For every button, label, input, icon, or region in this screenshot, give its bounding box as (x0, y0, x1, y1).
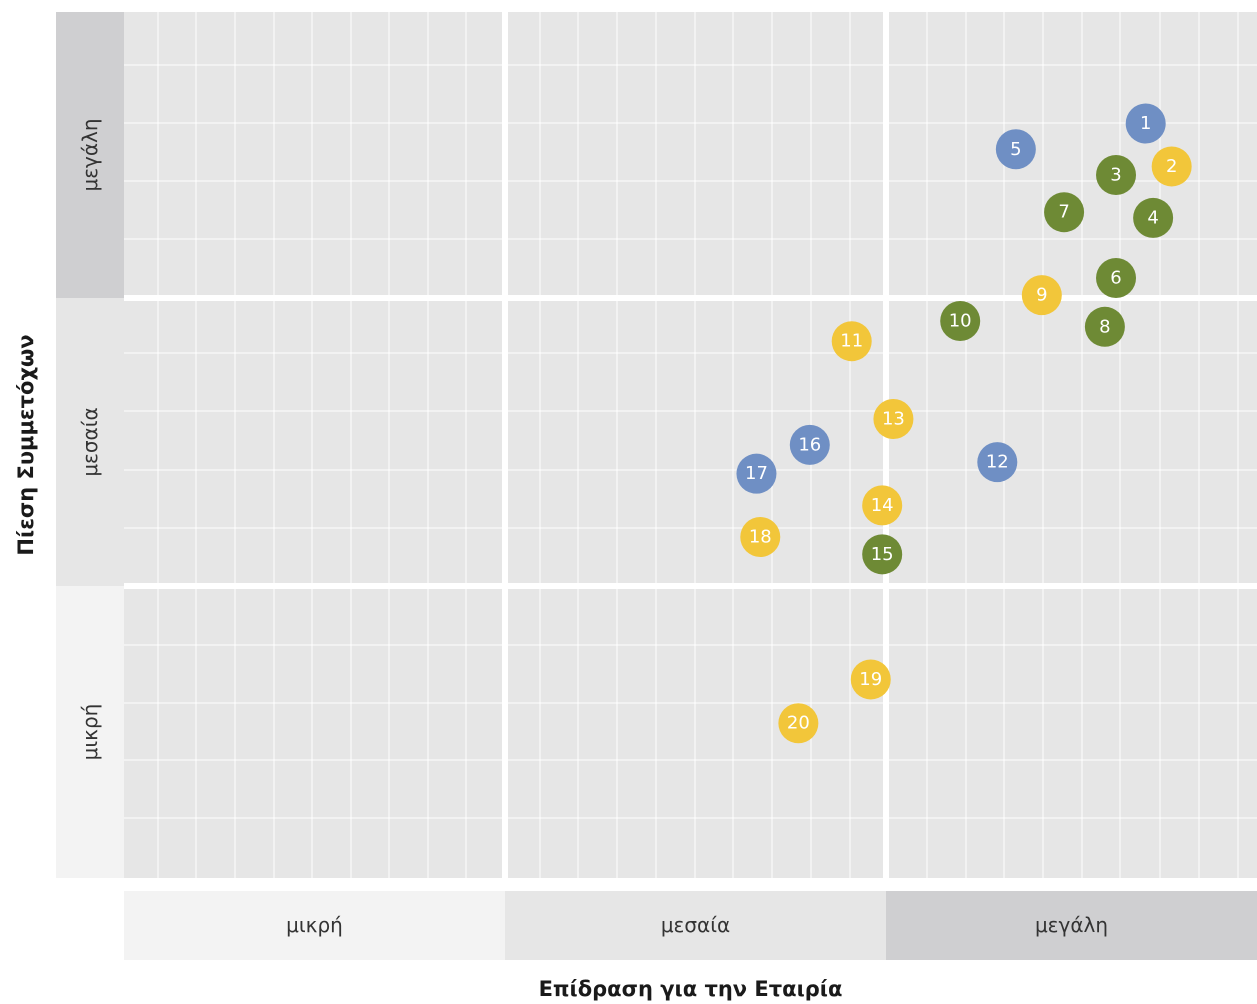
data-point-label: 18 (749, 527, 772, 548)
y-band-label-1: μικρή (78, 704, 102, 761)
x-band-label-3: μεγάλη (1035, 913, 1108, 937)
data-point-marker (1096, 257, 1137, 298)
data-point-label: 8 (1099, 316, 1110, 337)
data-point-label: 3 (1110, 165, 1121, 186)
band-labels: μικρή μεσαία μεγάλη μικρή μεσαία μεγάλη (78, 118, 1108, 937)
data-point-14: 14 (862, 485, 903, 526)
data-point-12: 12 (977, 442, 1018, 483)
plot-background (124, 12, 1257, 878)
data-point-marker (1096, 155, 1137, 196)
data-point-1: 1 (1125, 103, 1166, 144)
data-point-marker (789, 424, 830, 465)
y-band-3 (56, 12, 124, 298)
data-point-9: 9 (1021, 275, 1062, 316)
data-point-label: 13 (882, 408, 905, 429)
data-point-marker (940, 301, 981, 342)
data-point-label: 9 (1036, 285, 1047, 306)
data-point-marker (873, 398, 914, 439)
grid-lines (124, 12, 1257, 878)
data-point-marker (1151, 146, 1192, 187)
data-point-16: 16 (789, 424, 830, 465)
data-point-marker (1133, 197, 1174, 238)
data-point-17: 17 (736, 453, 777, 494)
y-band-1 (56, 586, 124, 878)
data-point-marker (1125, 103, 1166, 144)
data-point-5: 5 (995, 129, 1036, 170)
data-point-label: 7 (1058, 202, 1069, 223)
data-point-18: 18 (740, 517, 781, 558)
data-point-label: 4 (1147, 207, 1158, 228)
data-point-marker (736, 453, 777, 494)
data-point-7: 7 (1044, 192, 1085, 233)
data-point-2: 2 (1151, 146, 1192, 187)
quadrant-dividers (124, 12, 1257, 878)
data-point-marker (1021, 275, 1062, 316)
data-point-label: 10 (949, 311, 972, 332)
data-point-label: 1 (1140, 113, 1151, 134)
data-point-13: 13 (873, 398, 914, 439)
data-point-label: 12 (986, 452, 1009, 473)
data-point-marker (995, 129, 1036, 170)
data-point-20: 20 (778, 703, 819, 744)
data-point-marker (862, 485, 903, 526)
data-point-19: 19 (850, 659, 891, 700)
data-point-label: 5 (1010, 139, 1021, 160)
data-point-label: 2 (1166, 156, 1177, 177)
data-point-label: 16 (798, 434, 821, 455)
data-point-10: 10 (940, 301, 981, 342)
data-point-marker (862, 534, 903, 575)
data-point-label: 15 (871, 544, 894, 565)
data-point-marker (778, 703, 819, 744)
x-band-label-2: μεσαία (661, 913, 730, 937)
data-point-3: 3 (1096, 155, 1137, 196)
data-point-label: 11 (840, 331, 863, 352)
y-band-2 (56, 298, 124, 586)
y-band-label-2: μεσαία (78, 407, 102, 476)
data-point-label: 20 (787, 713, 810, 734)
x-band-2 (505, 891, 886, 960)
band-backgrounds (56, 12, 1257, 960)
x-band-3 (886, 891, 1257, 960)
data-point-8: 8 (1084, 306, 1125, 347)
x-axis-title: Επίδραση για την Εταιρία (539, 977, 843, 1001)
data-point-marker (1084, 306, 1125, 347)
data-point-6: 6 (1096, 257, 1137, 298)
data-point-marker (850, 659, 891, 700)
data-point-marker (977, 442, 1018, 483)
data-point-marker (740, 517, 781, 558)
data-point-label: 19 (859, 669, 882, 690)
data-point-label: 6 (1110, 267, 1121, 288)
x-band-1 (124, 891, 505, 960)
data-point-label: 14 (871, 495, 894, 516)
data-point-11: 11 (831, 321, 872, 362)
y-band-label-3: μεγάλη (78, 118, 102, 191)
data-point-marker (831, 321, 872, 362)
data-point-4: 4 (1133, 197, 1174, 238)
data-point-15: 15 (862, 534, 903, 575)
y-axis-title: Πίεση Συμμετόχων (14, 334, 38, 555)
data-point-marker (1044, 192, 1085, 233)
x-band-label-1: μικρή (286, 913, 343, 937)
data-point-label: 17 (745, 463, 768, 484)
